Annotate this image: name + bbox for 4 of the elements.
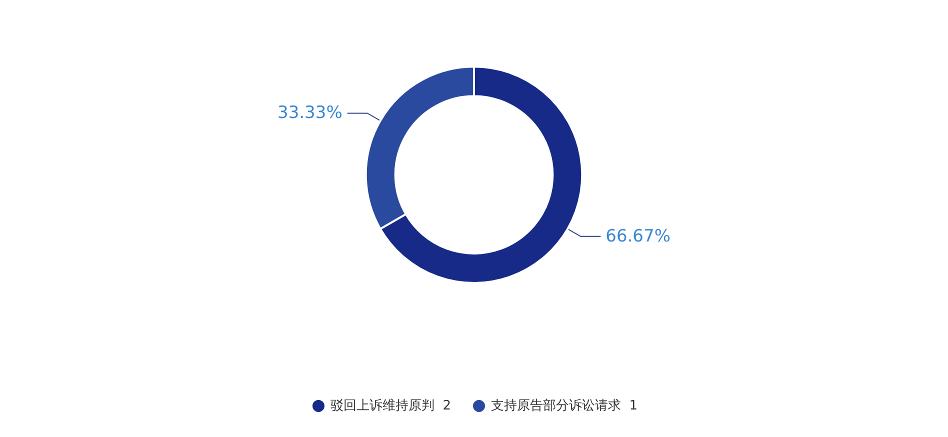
data-label: 66.67% xyxy=(606,226,670,246)
data-label: 33.33% xyxy=(278,103,342,124)
legend-label: 支持原告部分诉讼请求 1 xyxy=(491,398,638,414)
legend-label: 驳回上诉维持原判 2 xyxy=(330,398,452,414)
